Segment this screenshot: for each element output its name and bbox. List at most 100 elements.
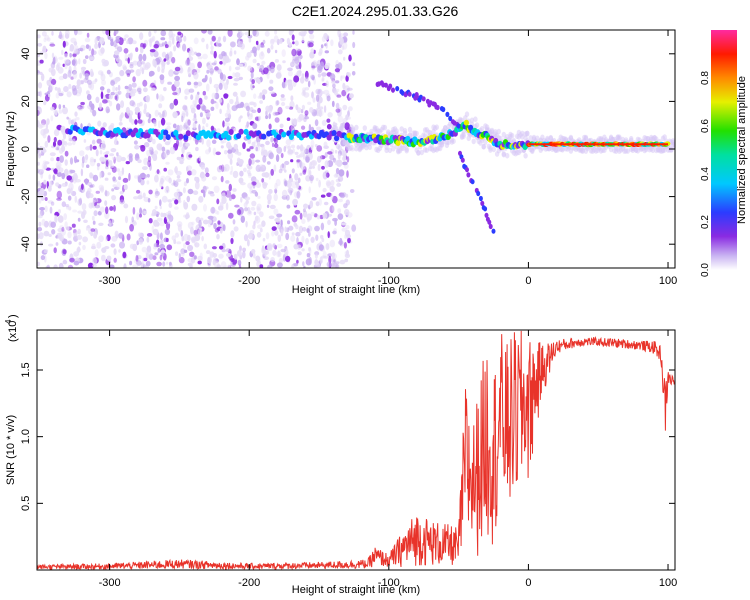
- noise-speckle: [284, 169, 287, 173]
- noise-speckle: [298, 61, 302, 70]
- noise-speckle: [47, 93, 51, 98]
- noise-speckle: [254, 116, 260, 121]
- noise-speckle: [206, 69, 210, 74]
- noise-speckle: [160, 175, 166, 182]
- noise-speckle: [201, 37, 205, 43]
- spectrogram-x-axis-label: Height of straight line (km): [292, 284, 420, 296]
- noise-speckle: [129, 69, 135, 73]
- noise-speckle: [182, 124, 188, 130]
- noise-speckle: [128, 155, 133, 163]
- noise-speckle: [129, 224, 135, 232]
- noise-speckle: [148, 218, 153, 224]
- noise-speckle: [261, 246, 266, 255]
- noise-speckle: [346, 249, 349, 257]
- noise-speckle: [234, 72, 241, 78]
- noise-speckle: [273, 137, 277, 142]
- noise-speckle: [315, 177, 319, 182]
- noise-speckle: [162, 212, 167, 218]
- noise-speckle: [50, 78, 57, 85]
- noise-speckle: [172, 92, 178, 96]
- noise-speckle: [277, 234, 282, 242]
- noise-speckle: [119, 69, 125, 77]
- noise-speckle: [321, 165, 325, 170]
- noise-speckle: [230, 41, 236, 48]
- noise-speckle: [87, 225, 90, 229]
- noise-speckle: [229, 41, 236, 48]
- snr-panel: -300 -200 -100 0 100 0.5 1.0 1.5 SNR (10 * v/v)…: [4, 314, 677, 596]
- noise-speckle: [248, 210, 252, 215]
- noise-speckle: [209, 68, 215, 74]
- noise-speckle: [318, 244, 324, 251]
- noise-speckle: [287, 70, 293, 77]
- noise-speckle: [77, 210, 83, 214]
- noise-speckle: [339, 259, 346, 265]
- noise-speckle: [113, 257, 117, 263]
- noise-speckle: [135, 47, 139, 52]
- noise-speckle: [220, 139, 227, 144]
- noise-speckle: [216, 166, 222, 173]
- noise-speckle: [190, 169, 197, 176]
- noise-speckle: [156, 93, 159, 100]
- noise-speckle: [226, 78, 229, 86]
- noise-speckle: [185, 126, 190, 131]
- noise-speckle: [317, 88, 323, 97]
- noise-speckle: [50, 221, 56, 228]
- noise-speckle: [252, 85, 255, 89]
- noise-speckle: [123, 203, 129, 209]
- noise-speckle: [256, 207, 261, 215]
- noise-speckle: [213, 222, 217, 230]
- noise-speckle: [107, 33, 111, 40]
- noise-speckle: [120, 100, 125, 108]
- noise-speckle: [113, 205, 116, 212]
- noise-speckle: [299, 172, 303, 176]
- noise-speckle: [136, 240, 139, 246]
- noise-speckle: [246, 121, 250, 128]
- noise-speckle: [259, 100, 263, 104]
- noise-speckle: [344, 209, 350, 216]
- chart-title: C2E1.2024.295.01.33.G26: [292, 3, 459, 19]
- noise-speckle: [175, 251, 179, 256]
- noise-speckle: [187, 258, 194, 263]
- noise-speckle: [204, 74, 208, 82]
- noise-speckle: [309, 170, 312, 176]
- noise-speckle: [230, 230, 235, 238]
- noise-speckle: [65, 226, 70, 231]
- halo-blob: [464, 111, 470, 117]
- noise-speckle: [273, 208, 279, 215]
- noise-speckle: [90, 228, 96, 232]
- noise-speckle: [190, 107, 196, 114]
- noise-speckle: [178, 125, 182, 134]
- noise-speckle: [89, 157, 95, 163]
- noise-speckle: [131, 82, 137, 88]
- snr-y-tick-label: 1.0: [20, 429, 32, 444]
- noise-speckle: [72, 88, 78, 96]
- noise-speckle: [82, 244, 86, 250]
- noise-speckle: [157, 247, 161, 253]
- noise-speckle: [56, 190, 62, 199]
- noise-speckle: [166, 149, 171, 156]
- noise-speckle: [124, 85, 129, 90]
- noise-speckle: [202, 53, 208, 60]
- noise-speckle: [253, 211, 257, 216]
- noise-speckle: [101, 30, 106, 35]
- noise-speckle: [237, 152, 242, 156]
- spectrogram-x-tick-label: 100: [659, 275, 677, 287]
- noise-speckle: [132, 264, 139, 268]
- noise-speckle: [274, 59, 279, 63]
- noise-speckle: [275, 154, 280, 163]
- noise-speckle: [287, 67, 293, 72]
- noise-speckle: [57, 87, 61, 95]
- noise-speckle: [337, 115, 343, 123]
- noise-speckle: [228, 65, 232, 72]
- noise-speckle: [268, 123, 272, 130]
- noise-speckle: [250, 159, 255, 165]
- noise-speckle: [92, 199, 96, 204]
- halo-blob: [391, 146, 396, 152]
- noise-speckle: [227, 75, 233, 80]
- main-line-blob: [276, 134, 282, 141]
- noise-speckle: [342, 156, 347, 162]
- halo-blob: [424, 147, 429, 153]
- noise-speckle: [264, 30, 270, 37]
- noise-speckle: [245, 105, 250, 112]
- noise-speckle: [335, 167, 340, 175]
